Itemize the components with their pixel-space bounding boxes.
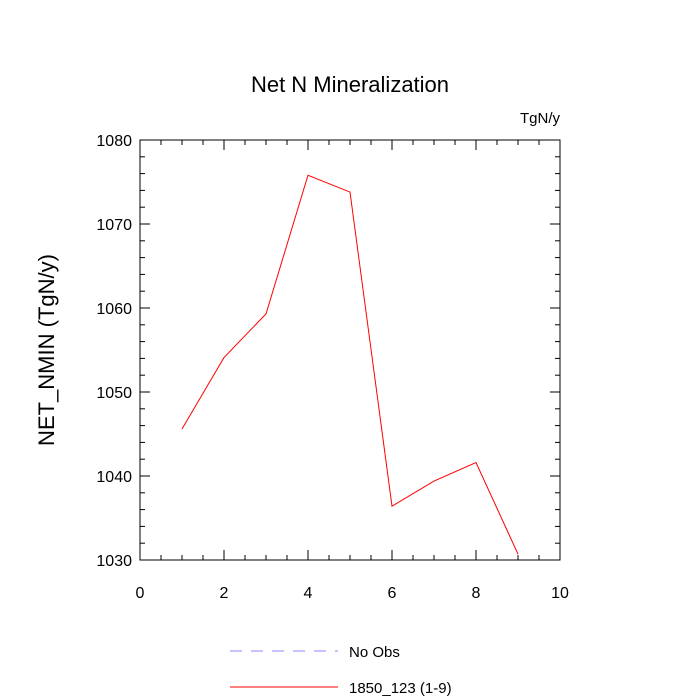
tick-labels: 0 2 4 6 8 10 1030 1040 1050 1060 1070 1080 — [96, 133, 569, 602]
y-tick-label: 1050 — [96, 385, 132, 402]
plot-area: 0 2 4 6 8 10 1030 1040 1050 1060 1070 1080 — [96, 133, 569, 602]
x-tick-label: 4 — [304, 585, 313, 602]
legend-label: 1850_123 (1-9) — [349, 680, 452, 697]
y-tick-label: 1030 — [96, 553, 132, 570]
y-tick-label: 1070 — [96, 217, 132, 234]
x-tick-label: 8 — [472, 585, 481, 602]
legend-label: No Obs — [349, 644, 400, 661]
major-ticks — [139, 139, 561, 561]
y-tick-label: 1080 — [96, 133, 132, 150]
data-point — [475, 461, 478, 464]
series-layer — [181, 174, 520, 556]
legend: No Obs 1850_123 (1-9) — [230, 644, 452, 697]
y-axis-label: NET_NMIN (TgN/y) — [34, 254, 59, 446]
units-label: TgN/y — [520, 110, 561, 127]
plot-frame — [139, 139, 561, 561]
y-tick-label: 1060 — [96, 301, 132, 318]
minor-ticks — [140, 140, 560, 560]
x-tick-label: 2 — [220, 585, 229, 602]
data-point — [517, 553, 520, 556]
data-point — [433, 480, 436, 483]
data-point — [181, 427, 184, 430]
x-tick-label: 10 — [551, 585, 569, 602]
x-tick-label: 6 — [388, 585, 397, 602]
data-point — [391, 505, 394, 508]
data-point — [349, 191, 352, 194]
chart-title: Net N Mineralization — [251, 72, 449, 97]
series-line — [181, 174, 519, 555]
data-point — [223, 356, 226, 359]
x-tick-label: 0 — [136, 585, 145, 602]
data-point — [307, 174, 310, 177]
y-tick-label: 1040 — [96, 469, 132, 486]
data-point — [265, 312, 268, 315]
